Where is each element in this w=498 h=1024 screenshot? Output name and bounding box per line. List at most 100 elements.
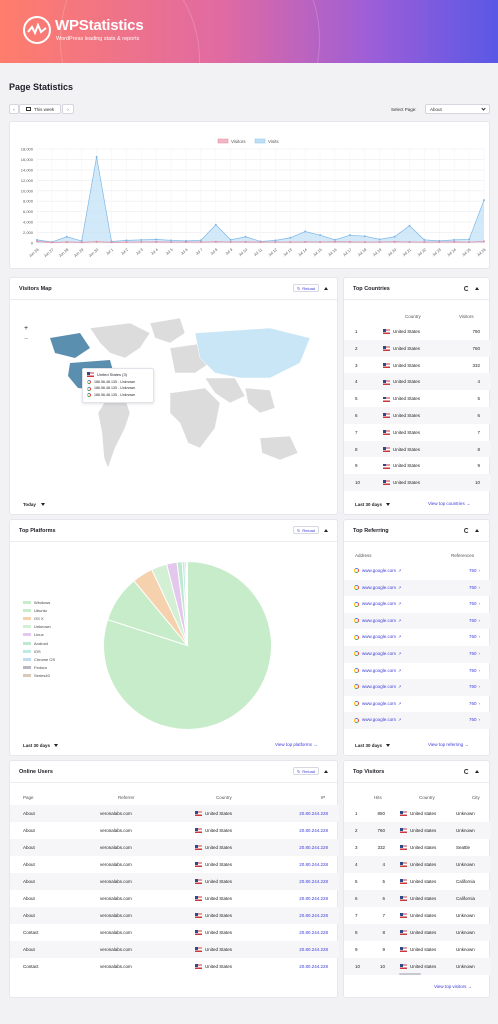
map-region-alaska[interactable] — [50, 333, 90, 358]
visitors-map-reload-button[interactable]: ↻ Reload — [293, 284, 320, 292]
row-ip-link[interactable]: 20.80.244.228 — [299, 862, 328, 867]
collapse-icon[interactable] — [475, 287, 479, 290]
references-count[interactable]: 760 › — [469, 601, 480, 606]
map-region-russia-asia[interactable] — [194, 327, 311, 379]
references-count[interactable]: 760 › — [469, 684, 480, 689]
row-referrer: veronalabs.com — [100, 828, 132, 833]
referrer-link[interactable]: www.google.com ↗ — [354, 634, 401, 640]
view-top-referring-link[interactable]: View top referring → — [428, 742, 469, 747]
row-ip-link[interactable]: 20.80.244.228 — [299, 947, 328, 952]
view-top-countries-link[interactable]: View top countries → — [428, 501, 471, 506]
prev-range-button[interactable]: ‹ — [9, 104, 19, 114]
map-region-australia[interactable] — [259, 435, 299, 461]
x-tick-label: Jul 17 — [342, 248, 352, 258]
map-zoom-out-button[interactable]: − — [24, 336, 29, 343]
visitors-map-range-dropdown[interactable]: Today — [23, 502, 36, 507]
map-region-greenland[interactable] — [149, 318, 186, 344]
row-page: About — [23, 913, 35, 918]
data-point — [199, 241, 202, 244]
collapse-icon[interactable] — [324, 287, 328, 290]
references-count[interactable]: 760 › — [469, 568, 480, 573]
data-point — [50, 241, 53, 244]
row-ip-link[interactable]: 20.80.244.228 — [299, 811, 328, 816]
referrer-link[interactable]: www.google.com ↗ — [354, 701, 401, 707]
data-point — [65, 240, 68, 243]
row-ip-link[interactable]: 20.80.244.228 — [299, 828, 328, 833]
row-ip-link[interactable]: 20.80.244.228 — [299, 930, 328, 935]
referrer-link[interactable]: www.google.com ↗ — [354, 568, 401, 574]
data-point — [319, 240, 322, 243]
data-point — [304, 240, 307, 243]
online-users-reload-button[interactable]: ↻ Reload — [293, 767, 320, 775]
row-ip-link[interactable]: 20.80.244.228 — [299, 896, 328, 901]
top-platforms-range-dropdown[interactable]: Last 30 days — [23, 743, 51, 748]
row-country: United states — [400, 947, 436, 953]
references-count[interactable]: 760 › — [469, 585, 480, 590]
us-flag-icon — [195, 930, 202, 936]
referrer-link[interactable]: www.google.com ↗ — [354, 601, 401, 607]
map-region-canada[interactable] — [89, 322, 151, 359]
collapse-icon[interactable] — [475, 529, 479, 532]
y-tick-label: 14,000 — [21, 167, 34, 172]
view-top-platforms-link[interactable]: View top platforms → — [275, 742, 318, 747]
collapse-icon[interactable] — [324, 529, 328, 532]
referrer-address: www.google.com — [362, 584, 397, 590]
range-label: Today — [23, 502, 36, 507]
online-users-table: About veronalabs.com United States 20.80.24… — [10, 805, 339, 975]
top-countries-range-dropdown[interactable]: Last 30 days — [355, 502, 383, 507]
next-range-button[interactable]: › — [62, 104, 74, 114]
refresh-icon[interactable] — [464, 528, 469, 533]
references-value: 760 — [468, 601, 477, 607]
references-count[interactable]: 760 › — [469, 701, 480, 706]
reload-label: Reload — [302, 527, 316, 533]
row-page: Contact — [23, 930, 39, 935]
map-region-south-america[interactable] — [97, 392, 131, 469]
top-visitors-card: Top Visitors Hits Country City 1 850 Unite… — [343, 760, 491, 998]
select-page-dropdown[interactable]: About — [425, 104, 490, 114]
external-link-icon: ↗ — [398, 617, 402, 623]
map-zoom-in-button[interactable]: + — [24, 325, 29, 332]
world-map[interactable] — [30, 318, 330, 488]
references-count[interactable]: 760 › — [469, 651, 480, 656]
data-point — [95, 155, 98, 158]
top-platforms-reload-button[interactable]: ↻ Reload — [293, 526, 320, 534]
row-ip-link[interactable]: 20.80.244.228 — [299, 913, 328, 918]
references-count[interactable]: 760 › — [469, 717, 480, 722]
row-country: United States — [383, 379, 420, 385]
referrer-link[interactable]: www.google.com ↗ — [354, 617, 402, 624]
referrer-address: www.google.com — [362, 650, 397, 656]
row-ip-link[interactable]: 20.80.244.228 — [299, 964, 328, 969]
legend-swatch — [217, 138, 229, 144]
map-region-africa[interactable] — [169, 387, 221, 449]
referrer-link[interactable]: www.google.com ↗ — [354, 585, 401, 590]
view-top-visitors-link[interactable]: View top visitors → — [434, 984, 473, 989]
row-visitors: 5 — [477, 396, 480, 402]
row-country: United states — [400, 879, 436, 885]
refresh-icon[interactable] — [464, 769, 469, 774]
refresh-icon[interactable] — [464, 286, 469, 291]
row-rank: 3 — [355, 362, 358, 368]
top-referring-range-dropdown[interactable]: Last 30 days — [355, 743, 383, 748]
referrer-link[interactable]: www.google.com ↗ — [354, 650, 401, 657]
map-region-south-asia[interactable] — [244, 387, 276, 414]
arrow-right-icon: › — [478, 667, 481, 673]
referrer-link[interactable]: www.google.com ↗ — [354, 684, 401, 690]
date-range-button[interactable]: This week — [19, 104, 61, 114]
pie-slice — [186, 560, 188, 646]
data-point — [453, 238, 456, 241]
horizontal-scrollbar[interactable] — [399, 973, 421, 975]
references-count[interactable]: 760 › — [469, 634, 480, 639]
referrer-link[interactable]: www.google.com ↗ — [354, 668, 401, 673]
collapse-icon[interactable] — [324, 770, 328, 773]
referrer-link[interactable]: www.google.com ↗ — [354, 717, 401, 723]
col-header-referrer: Referrer — [118, 795, 135, 800]
map-region-middle-east[interactable] — [204, 377, 246, 404]
references-count[interactable]: 760 › — [469, 668, 480, 673]
row-ip-link[interactable]: 20.80.244.228 — [299, 845, 328, 850]
row-ip-link[interactable]: 20.80.244.228 — [299, 879, 328, 884]
row-visitors: 760 — [472, 329, 480, 334]
references-count[interactable]: 760 › — [469, 618, 480, 623]
row-visitors: 760 — [472, 345, 480, 351]
collapse-icon[interactable] — [475, 770, 479, 773]
x-tick-label: Jul 23 — [432, 248, 442, 258]
